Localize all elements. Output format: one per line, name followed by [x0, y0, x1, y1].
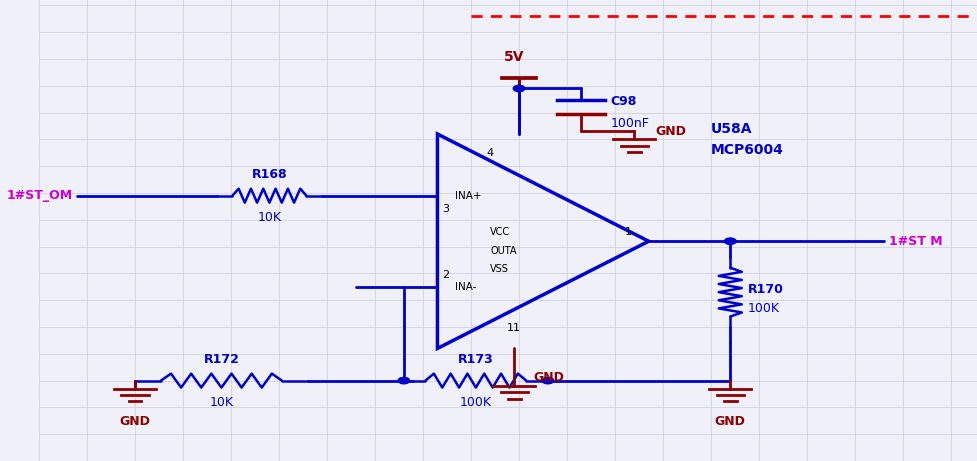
Text: 3: 3: [442, 204, 448, 214]
Text: 1: 1: [624, 226, 631, 236]
Text: GND: GND: [532, 372, 564, 384]
Circle shape: [724, 238, 736, 244]
Text: 100K: 100K: [746, 302, 779, 315]
Text: C98: C98: [610, 95, 636, 108]
Text: R173: R173: [457, 353, 493, 366]
Text: R170: R170: [746, 283, 783, 296]
Text: 100nF: 100nF: [610, 117, 649, 130]
Text: 10K: 10K: [209, 396, 234, 408]
Text: R172: R172: [203, 353, 239, 366]
Text: VSS: VSS: [489, 264, 509, 274]
Text: GND: GND: [714, 415, 745, 428]
Text: 10K: 10K: [257, 211, 281, 224]
Text: OUTA: OUTA: [489, 246, 516, 256]
Text: 1#ST_OM: 1#ST_OM: [7, 189, 72, 202]
Circle shape: [513, 85, 525, 92]
Text: 1#ST M: 1#ST M: [888, 235, 942, 248]
Text: VCC: VCC: [489, 226, 510, 236]
Text: GND: GND: [119, 415, 150, 428]
Text: INA-: INA-: [454, 282, 476, 292]
Text: 100K: 100K: [459, 396, 491, 408]
Text: 11: 11: [507, 323, 521, 333]
Text: 2: 2: [442, 270, 448, 280]
Text: INA+: INA+: [454, 191, 481, 201]
Text: 4: 4: [487, 148, 493, 158]
Text: GND: GND: [655, 125, 686, 138]
Circle shape: [398, 378, 409, 384]
Circle shape: [541, 378, 553, 384]
Text: R168: R168: [251, 168, 287, 181]
Text: MCP6004: MCP6004: [710, 143, 784, 157]
Text: U58A: U58A: [710, 122, 752, 136]
Text: 5V: 5V: [503, 50, 524, 65]
